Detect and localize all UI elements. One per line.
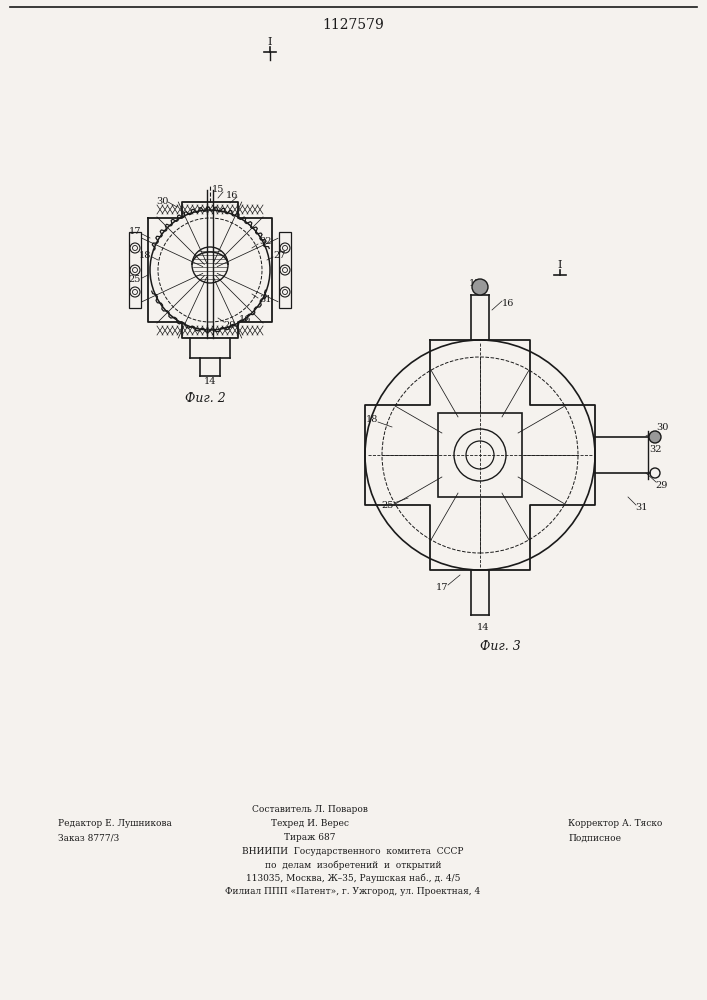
Text: 1127579: 1127579 <box>322 18 384 32</box>
Text: Тираж 687: Тираж 687 <box>284 834 336 842</box>
Text: I: I <box>558 260 562 270</box>
Bar <box>279 232 291 308</box>
Text: Редактор Е. Лушникова: Редактор Е. Лушникова <box>58 820 172 828</box>
Text: 32: 32 <box>649 446 661 454</box>
Text: 18: 18 <box>366 416 378 424</box>
Text: 15: 15 <box>469 278 481 288</box>
Text: 113035, Москва, Ж–35, Раушская наб., д. 4/5: 113035, Москва, Ж–35, Раушская наб., д. … <box>246 873 460 883</box>
Bar <box>129 232 141 308</box>
Text: 14: 14 <box>204 377 216 386</box>
Text: 29: 29 <box>656 481 668 489</box>
Text: 30: 30 <box>156 198 168 207</box>
Text: 17: 17 <box>436 582 448 591</box>
Text: Заказ 8777/3: Заказ 8777/3 <box>58 834 119 842</box>
Text: ВНИИПИ  Государственного  комитета  СССР: ВНИИПИ Государственного комитета СССР <box>243 848 464 856</box>
Text: 25: 25 <box>129 275 141 284</box>
Text: 17: 17 <box>129 228 141 236</box>
Text: Подписное: Подписное <box>568 834 621 842</box>
Text: 18: 18 <box>139 250 151 259</box>
Text: Фиг. 3: Фиг. 3 <box>479 641 520 654</box>
Text: 31: 31 <box>636 502 648 512</box>
Text: 32: 32 <box>259 237 271 246</box>
Text: 31: 31 <box>259 296 271 304</box>
Text: Корректор А. Тяско: Корректор А. Тяско <box>568 820 662 828</box>
Text: по  делам  изобретений  и  открытий: по делам изобретений и открытий <box>264 860 441 870</box>
Text: 27: 27 <box>274 250 286 259</box>
Text: Филиал ППП «Патент», г. Ужгород, ул. Проектная, 4: Филиал ППП «Патент», г. Ужгород, ул. Про… <box>226 886 481 896</box>
Text: I: I <box>268 37 272 47</box>
Text: Фиг. 2: Фиг. 2 <box>185 391 226 404</box>
Text: 16: 16 <box>239 316 251 324</box>
Text: Составитель Л. Поваров: Составитель Л. Поваров <box>252 806 368 814</box>
Circle shape <box>649 431 661 443</box>
Text: 15: 15 <box>212 186 224 194</box>
Bar <box>438 413 522 497</box>
Text: Техред И. Верес: Техред И. Верес <box>271 820 349 828</box>
Text: 30: 30 <box>656 422 668 432</box>
Text: 25: 25 <box>382 500 395 510</box>
Circle shape <box>472 279 488 295</box>
Text: 16: 16 <box>502 298 514 308</box>
Text: 14: 14 <box>477 622 489 632</box>
Text: 16: 16 <box>226 190 238 200</box>
Text: 29: 29 <box>224 320 236 330</box>
